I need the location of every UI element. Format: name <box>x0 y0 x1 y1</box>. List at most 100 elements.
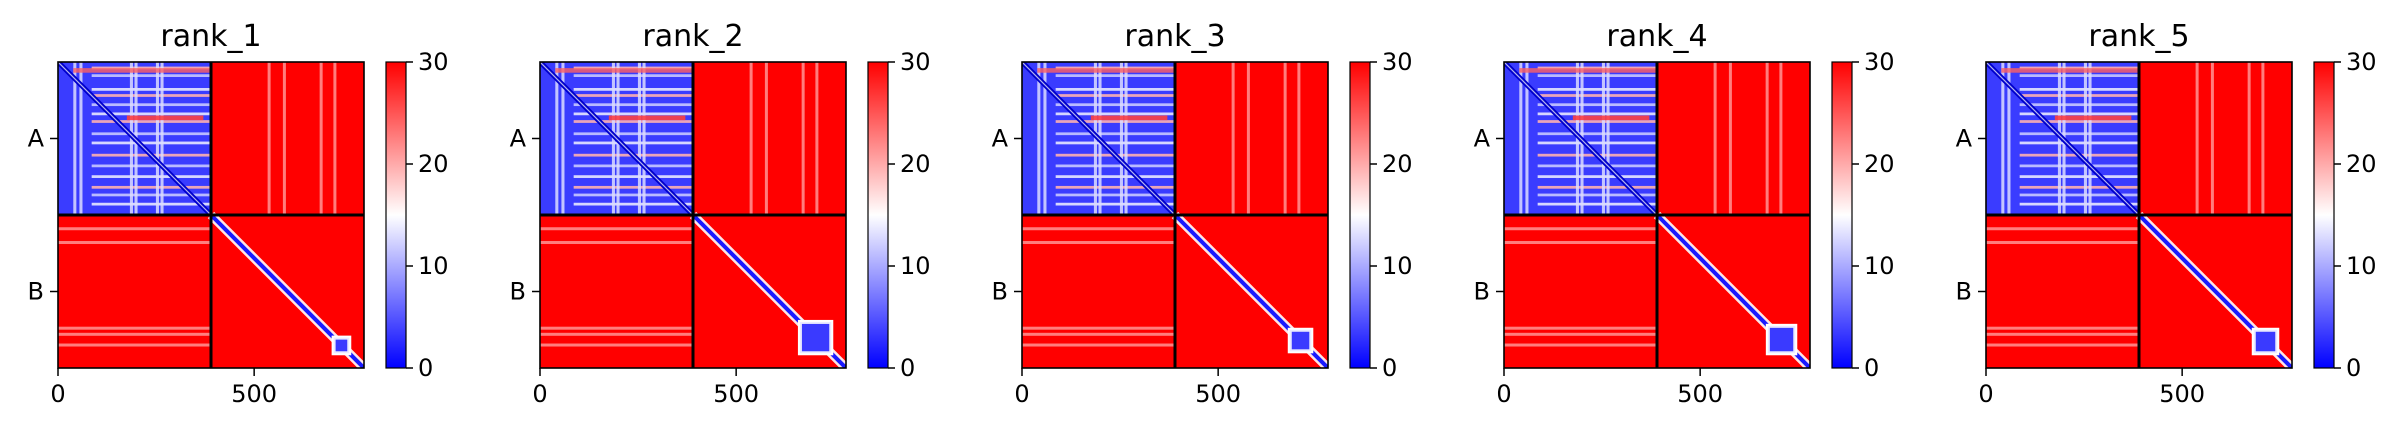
stripe-b-a <box>58 332 211 336</box>
band-a-v <box>79 62 83 215</box>
band-a-h <box>91 202 211 206</box>
band-a-h <box>1537 185 1657 189</box>
panel-4: rank_4 A B 0 500 0 10 20 30 <box>1474 19 1895 408</box>
band-a-v <box>642 62 646 215</box>
colorbar-tick-label: 0 <box>900 354 915 382</box>
stripe-b-a <box>1022 227 1175 231</box>
band-a-h <box>2019 88 2139 91</box>
band-a-h <box>573 141 693 145</box>
band-a-h <box>1537 202 1657 206</box>
colorbar-tick-label: 30 <box>1864 48 1895 76</box>
band-a-h <box>2019 112 2139 116</box>
y-tick-label: B <box>510 278 526 306</box>
band-a-h <box>91 132 211 136</box>
x-tick-label: 0 <box>532 380 547 408</box>
stripe-a-b <box>1765 62 1769 215</box>
band-a-h <box>2019 141 2139 145</box>
colorbar-tick-label: 20 <box>1382 150 1413 178</box>
band-a-h <box>1537 94 1657 97</box>
band-a-v <box>160 62 164 215</box>
band-a-top <box>2001 68 2139 73</box>
colorbar-tick-label: 20 <box>900 150 931 178</box>
band-a-h <box>2019 74 2139 77</box>
x-tick-label: 0 <box>1014 380 1029 408</box>
x-tick-label: 0 <box>1496 380 1511 408</box>
y-tick-label: A <box>1956 125 1973 153</box>
band-a-h <box>573 164 693 168</box>
band-a-h <box>1055 120 1175 123</box>
stripe-b-a <box>540 227 693 231</box>
band-a-h <box>2019 193 2139 197</box>
stripe-b-a <box>540 332 693 336</box>
colorbar-tick-label: 10 <box>2346 252 2377 280</box>
colorbar-tick-label: 30 <box>2346 48 2377 76</box>
band-a-v <box>2001 62 2005 215</box>
band-a-h <box>573 175 693 178</box>
band-a-h <box>1055 185 1175 189</box>
band-a-h <box>1537 88 1657 91</box>
plot-frame <box>539 61 847 369</box>
stripe-a-b <box>815 62 819 215</box>
colorbar-tick-label: 20 <box>2346 150 2377 178</box>
panel-1: rank_1 A B 0 500 0 10 20 30 <box>28 19 449 408</box>
band-a-top <box>1519 68 1657 73</box>
band-a-h <box>573 74 693 77</box>
band-a-v <box>1606 62 1610 215</box>
y-tick-label: B <box>992 278 1008 306</box>
band-a-h <box>1537 103 1657 107</box>
x-tick-label: 500 <box>231 380 277 408</box>
stripe-b-a <box>540 343 693 347</box>
band-a-h <box>1537 175 1657 178</box>
colorbar-tick-label: 20 <box>418 150 449 178</box>
band-a-h <box>1055 88 1175 91</box>
colorbar <box>385 61 407 369</box>
band-a-mid <box>2054 115 2132 121</box>
panel-title: rank_2 <box>642 19 743 54</box>
band-a-h <box>573 94 693 97</box>
band-a-h <box>91 120 211 123</box>
band-a-top <box>555 68 693 73</box>
band-a-h <box>1537 193 1657 197</box>
y-tick-label: A <box>510 125 527 153</box>
band-a-h <box>91 164 211 168</box>
band-a-h <box>1055 193 1175 197</box>
band-a-v <box>155 62 159 215</box>
stripe-b-a <box>1986 227 2139 231</box>
panel-2: rank_2 A B 0 500 0 10 20 30 <box>510 19 931 408</box>
diagonal-a-core <box>1986 62 2140 216</box>
stripe-b-a <box>1022 332 1175 336</box>
plot-frame <box>1503 61 1811 369</box>
band-a-h <box>1055 94 1175 97</box>
band-a-h <box>1055 103 1175 107</box>
colorbar-tick-label: 10 <box>900 252 931 280</box>
stripe-b-a <box>1986 326 2139 330</box>
band-a-h <box>2019 94 2139 97</box>
colorbar <box>1349 61 1371 369</box>
colorbar-tick-label: 30 <box>1382 48 1413 76</box>
stripe-a-b <box>282 62 286 215</box>
band-a-h <box>573 112 693 116</box>
band-a-h <box>91 74 211 77</box>
band-a-h <box>2019 66 2139 70</box>
band-a-v <box>2088 62 2092 215</box>
domain-blob <box>335 339 348 352</box>
stripe-b-a <box>1986 343 2139 347</box>
band-a-h <box>1055 141 1175 145</box>
band-a-h <box>573 193 693 197</box>
y-tick-label: B <box>1956 278 1972 306</box>
band-a-v <box>1124 62 1128 215</box>
stripe-a-b <box>2210 62 2214 215</box>
band-a-h <box>1537 120 1657 123</box>
stripe-b-a <box>1504 332 1657 336</box>
band-a-v <box>73 62 77 215</box>
band-a-h <box>573 120 693 123</box>
colorbar-tick-label: 0 <box>1382 354 1397 382</box>
band-a-h <box>573 66 693 70</box>
stripe-b-a <box>58 326 211 330</box>
band-a-h <box>1055 112 1175 116</box>
band-a-h <box>573 202 693 206</box>
band-a-h <box>1055 132 1175 136</box>
band-a-h <box>2019 132 2139 136</box>
x-tick-label: 500 <box>713 380 759 408</box>
